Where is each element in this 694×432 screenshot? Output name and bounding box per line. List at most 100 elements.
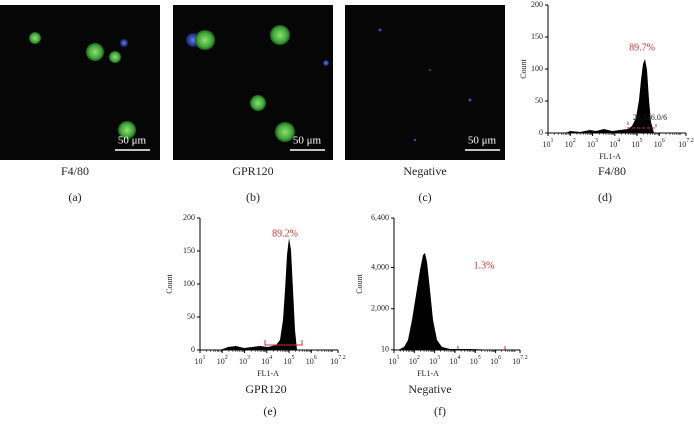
y-tick-label: 0 bbox=[191, 345, 195, 354]
panel-label: (b) bbox=[246, 190, 260, 204]
tick-base: 10 bbox=[470, 357, 478, 366]
micrograph bbox=[0, 5, 160, 160]
tick-exponent: 6 bbox=[314, 355, 317, 361]
tick-exponent: 4 bbox=[617, 138, 620, 144]
tick-base: 10 bbox=[449, 357, 457, 366]
x-tick-label: 105 bbox=[632, 138, 643, 148]
tick-base: 10 bbox=[389, 357, 397, 366]
tick-exponent: 1 bbox=[551, 138, 554, 144]
y-tick-label: 100 bbox=[531, 64, 543, 73]
tick-base: 10 bbox=[217, 357, 225, 366]
x-tick-label: 107.2 bbox=[512, 355, 528, 365]
x-tick-label: 101 bbox=[389, 355, 400, 365]
y-tick-label: 100 bbox=[183, 279, 195, 288]
caption: GPR120 bbox=[245, 382, 286, 396]
y-tick-label: 50 bbox=[187, 312, 195, 321]
x-tick-label: 105 bbox=[284, 355, 295, 365]
tick-exponent: 1 bbox=[203, 355, 206, 361]
tick-base: 10 bbox=[654, 140, 662, 149]
tick-exponent: 3 bbox=[247, 355, 250, 361]
tick-base: 10 bbox=[195, 357, 203, 366]
tick-exponent: 2 bbox=[225, 355, 228, 361]
x-tick-label: 106 bbox=[306, 355, 317, 365]
tick-exponent: 3 bbox=[437, 355, 440, 361]
scale-bar-label: 50 μm bbox=[468, 135, 497, 147]
y-tick-label: 200 bbox=[531, 0, 543, 9]
panel-label: (e) bbox=[263, 404, 276, 418]
y-axis-label: Count bbox=[519, 58, 528, 78]
tick-exponent: 6 bbox=[498, 355, 501, 361]
x-tick-label: 104 bbox=[609, 138, 620, 148]
scale-bar-label: 50 μm bbox=[118, 135, 147, 147]
y-tick-label: 0 bbox=[539, 128, 543, 137]
micrograph bbox=[173, 5, 333, 160]
histogram bbox=[398, 253, 500, 350]
tick-base: 10 bbox=[239, 357, 247, 366]
y-tick-label: 4,000 bbox=[371, 262, 389, 271]
x-axis-label: FL1-A bbox=[417, 369, 439, 378]
panel-label: (c) bbox=[418, 190, 431, 204]
y-tick-label: 200 bbox=[183, 213, 195, 222]
tick-exponent: 2 bbox=[573, 138, 576, 144]
tick-base: 10 bbox=[330, 357, 338, 366]
histogram bbox=[566, 59, 654, 133]
tick-exponent: 1 bbox=[397, 355, 400, 361]
x-tick-label: 103 bbox=[429, 355, 440, 365]
x-tick-label: 102 bbox=[217, 355, 228, 365]
x-axis-label: FL1-A bbox=[257, 369, 279, 378]
scale-bar-label: 50 μm bbox=[293, 135, 322, 147]
annotation: 1.3% bbox=[474, 260, 495, 271]
tick-base: 10 bbox=[429, 357, 437, 366]
y-tick-label: 150 bbox=[183, 246, 195, 255]
x-tick-label: 103 bbox=[239, 355, 250, 365]
histogram bbox=[220, 238, 297, 350]
tick-exponent: 5 bbox=[478, 355, 481, 361]
tick-exponent: 5 bbox=[640, 138, 643, 144]
y-axis-label: Count bbox=[355, 273, 364, 293]
tick-exponent: 3 bbox=[595, 138, 598, 144]
x-tick-label: 106 bbox=[490, 355, 501, 365]
x-tick-label: 104 bbox=[449, 355, 460, 365]
y-tick-label: 50 bbox=[535, 96, 543, 105]
tick-exponent: 5 bbox=[292, 355, 295, 361]
tick-exponent: 4 bbox=[269, 355, 272, 361]
caption: F4/80 bbox=[61, 164, 89, 178]
caption: GPR120 bbox=[232, 164, 273, 178]
tick-exponent: 4 bbox=[457, 355, 460, 361]
tick-base: 10 bbox=[543, 140, 551, 149]
micrograph bbox=[345, 5, 505, 160]
x-tick-label: 107.2 bbox=[330, 355, 346, 365]
y-tick-label: 150 bbox=[531, 32, 543, 41]
tick-base: 10 bbox=[678, 140, 686, 149]
caption: Negative bbox=[403, 164, 446, 178]
y-tick-label: 6,400 bbox=[371, 213, 389, 222]
x-tick-label: 105 bbox=[470, 355, 481, 365]
tick-base: 10 bbox=[409, 357, 417, 366]
tick-base: 10 bbox=[609, 140, 617, 149]
y-tick-label: 10 bbox=[381, 345, 389, 354]
x-tick-label: 102 bbox=[409, 355, 420, 365]
tick-base: 10 bbox=[632, 140, 640, 149]
tick-base: 10 bbox=[306, 357, 314, 366]
x-tick-label: 101 bbox=[195, 355, 206, 365]
tick-exponent: 6 bbox=[662, 138, 665, 144]
panel-label: (a) bbox=[68, 190, 81, 204]
x-tick-label: 104 bbox=[261, 355, 272, 365]
caption: F4/80 bbox=[598, 164, 626, 178]
annotation: 23.536.0/6 bbox=[633, 113, 667, 122]
x-tick-label: 101 bbox=[543, 138, 554, 148]
tick-base: 10 bbox=[261, 357, 269, 366]
x-tick-label: 106 bbox=[654, 138, 665, 148]
tick-exponent: 2 bbox=[417, 355, 420, 361]
x-axis-label: FL1-A bbox=[599, 152, 621, 161]
tick-base: 10 bbox=[284, 357, 292, 366]
x-tick-label: 107.2 bbox=[678, 138, 694, 148]
x-tick-label: 103 bbox=[587, 138, 598, 148]
tick-base: 10 bbox=[512, 357, 520, 366]
tick-exponent: 7.2 bbox=[520, 355, 528, 361]
caption: Negative bbox=[408, 382, 451, 396]
panel-label: (f) bbox=[434, 404, 446, 418]
tick-base: 10 bbox=[565, 140, 573, 149]
tick-exponent: 7.2 bbox=[686, 138, 694, 144]
